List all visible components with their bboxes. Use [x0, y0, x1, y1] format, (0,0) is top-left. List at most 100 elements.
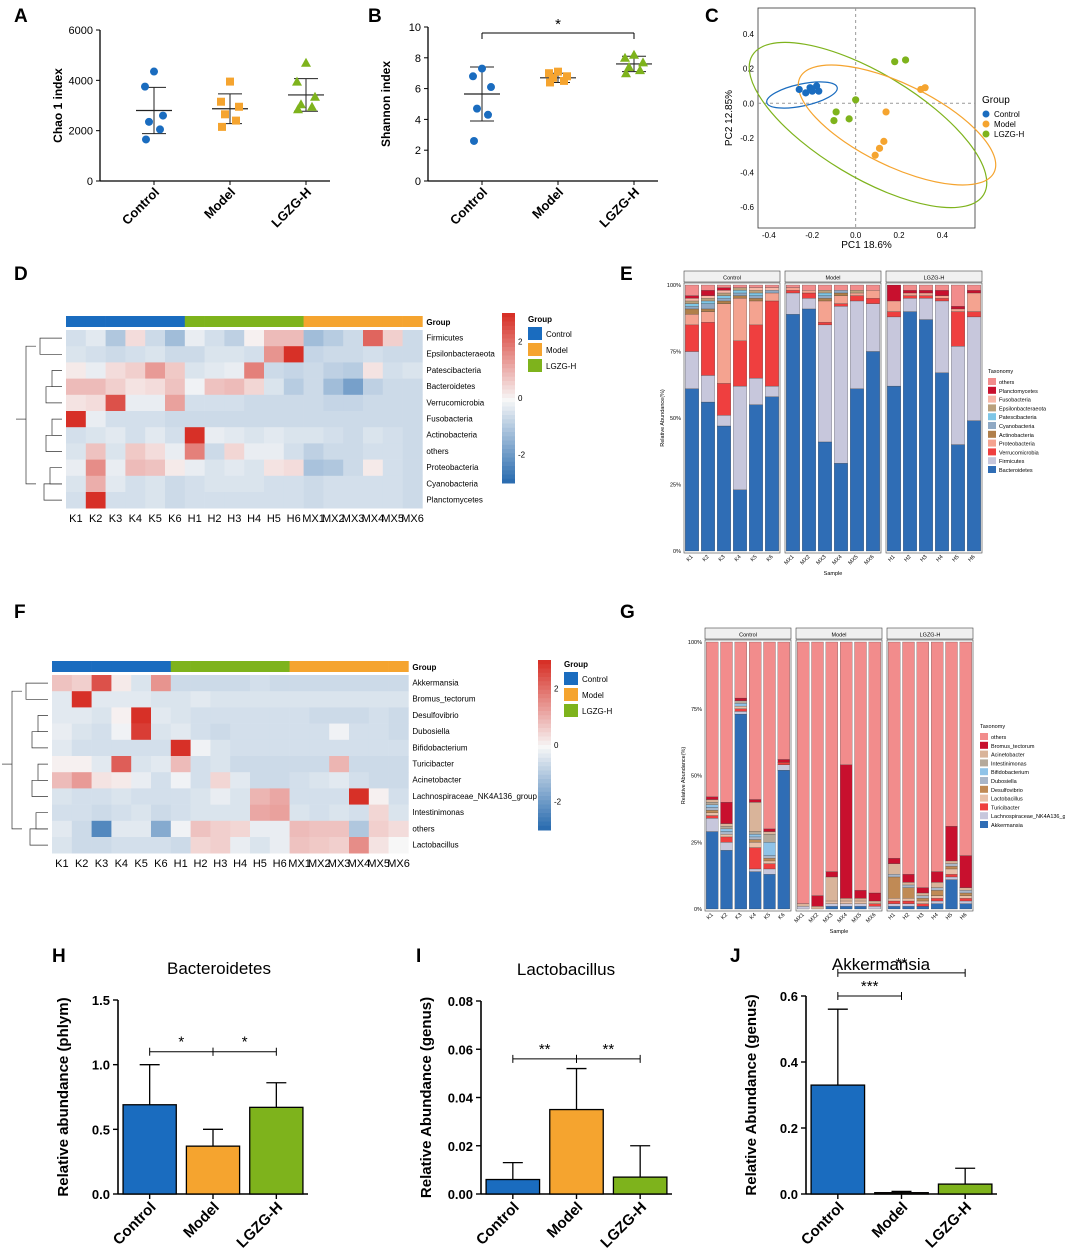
color-scale-step — [502, 444, 515, 450]
heatmap-cell — [170, 756, 191, 773]
heatmap-cell — [111, 756, 132, 773]
stacked-segment — [763, 834, 776, 843]
color-scale-step — [502, 385, 515, 390]
stacked-segment — [685, 295, 699, 299]
stacked-segment — [840, 900, 853, 904]
stacked-segment — [834, 284, 848, 291]
stacked-segment — [959, 641, 972, 856]
heatmap-cell — [309, 756, 330, 773]
legend-label: Turicibacter — [991, 805, 1020, 811]
heatmap-cell — [283, 492, 304, 509]
stacked-segment — [902, 887, 915, 899]
y-tick-label: -0.2 — [740, 134, 754, 143]
stacked-segment — [935, 298, 949, 302]
bar — [549, 1108, 604, 1195]
sample-label: K3 — [734, 912, 743, 921]
color-scale-step — [538, 745, 551, 750]
sample-label: K5 — [750, 554, 759, 563]
heatmap-cell — [165, 378, 186, 396]
column-label: MX4 — [348, 858, 371, 870]
color-scale-label: 2 — [518, 337, 523, 346]
stacked-segment — [916, 906, 929, 910]
y-tick-label: -0.6 — [740, 203, 754, 212]
color-scale-step — [538, 689, 551, 695]
y-tick-label: 0.4 — [780, 1055, 799, 1070]
column-label: K2 — [89, 513, 102, 525]
y-tick-label: 0% — [694, 907, 702, 913]
stacked-segment — [734, 700, 747, 704]
heatmap-cell — [224, 492, 245, 509]
legend-label: Cyanobacteria — [999, 424, 1035, 430]
heatmap-cell — [382, 411, 403, 428]
stacked-segment — [733, 292, 747, 296]
heatmap-cell — [52, 820, 73, 838]
legend-swatch — [988, 466, 996, 473]
legend-swatch — [980, 803, 988, 811]
heatmap-cell — [368, 804, 389, 822]
legend-swatch — [980, 759, 988, 767]
heatmap-cell — [244, 492, 265, 509]
stacked-segment — [701, 401, 715, 552]
stacked-segment — [749, 847, 762, 870]
heatmap-cell — [230, 804, 251, 822]
panel-label-c: C — [705, 6, 719, 27]
heatmap-cell — [283, 443, 304, 460]
group-bar-cell — [170, 661, 191, 672]
sample-label: H4 — [935, 554, 944, 563]
group-row-label: Group — [412, 663, 436, 672]
heatmap-cell — [190, 691, 211, 708]
stacked-segment — [903, 295, 917, 299]
stacked-segment — [959, 900, 972, 904]
heatmap-cell — [204, 330, 225, 347]
heatmap-cell — [250, 756, 271, 773]
heatmap-cell — [66, 330, 87, 347]
row-label: Akkermansia — [412, 679, 459, 688]
heatmap-cell — [269, 691, 290, 708]
heatmap-cell — [85, 330, 106, 347]
heatmap-cell — [382, 443, 403, 460]
y-tick-label: 2 — [415, 145, 421, 157]
stacked-segment — [734, 697, 747, 701]
heatmap-cell — [402, 443, 423, 460]
y-tick-label: 75% — [691, 707, 702, 713]
data-point — [159, 111, 167, 120]
stacked-segment — [887, 311, 901, 318]
heatmap-cell — [269, 756, 290, 773]
column-label: H4 — [233, 858, 247, 870]
data-point — [470, 136, 478, 145]
data-point — [624, 62, 634, 72]
dendrogram-branch — [35, 812, 48, 830]
stacked-segment — [765, 292, 779, 302]
y-axis-label: PC2 12.85% — [724, 90, 735, 146]
heatmap-cell — [151, 707, 172, 724]
stacked-segment — [850, 292, 864, 296]
heatmap-cell — [388, 788, 409, 805]
heatmap-cell — [170, 739, 191, 757]
facet-frame — [886, 639, 974, 912]
stacked-segment — [945, 866, 958, 870]
legend-swatch — [564, 704, 578, 717]
stacked-segment — [902, 641, 915, 875]
heatmap-cell — [269, 723, 290, 741]
color-scale-step — [502, 427, 515, 433]
color-scale-step — [502, 466, 515, 471]
heatmap-cell — [329, 837, 350, 854]
stacked-segment — [763, 868, 776, 875]
row-label: Intestinimonas — [412, 808, 464, 817]
stacked-segment — [733, 284, 747, 288]
heatmap-cell — [309, 707, 330, 724]
heatmap-cell — [230, 707, 251, 724]
heatmap-cell — [309, 739, 330, 757]
facet-label: Control — [739, 633, 757, 639]
heatmap-cell — [71, 739, 92, 757]
stacked-segment — [887, 316, 901, 387]
group-bar-cell — [184, 316, 205, 327]
x-tick-label: -0.4 — [762, 231, 776, 240]
data-point — [145, 117, 153, 126]
stacked-segment — [765, 396, 779, 552]
heatmap-cell — [289, 772, 310, 789]
heatmap-cell — [125, 330, 146, 347]
y-tick-label: 0.5 — [92, 1122, 110, 1137]
heatmap-cell — [71, 723, 92, 741]
heatmap-cell — [382, 459, 403, 477]
